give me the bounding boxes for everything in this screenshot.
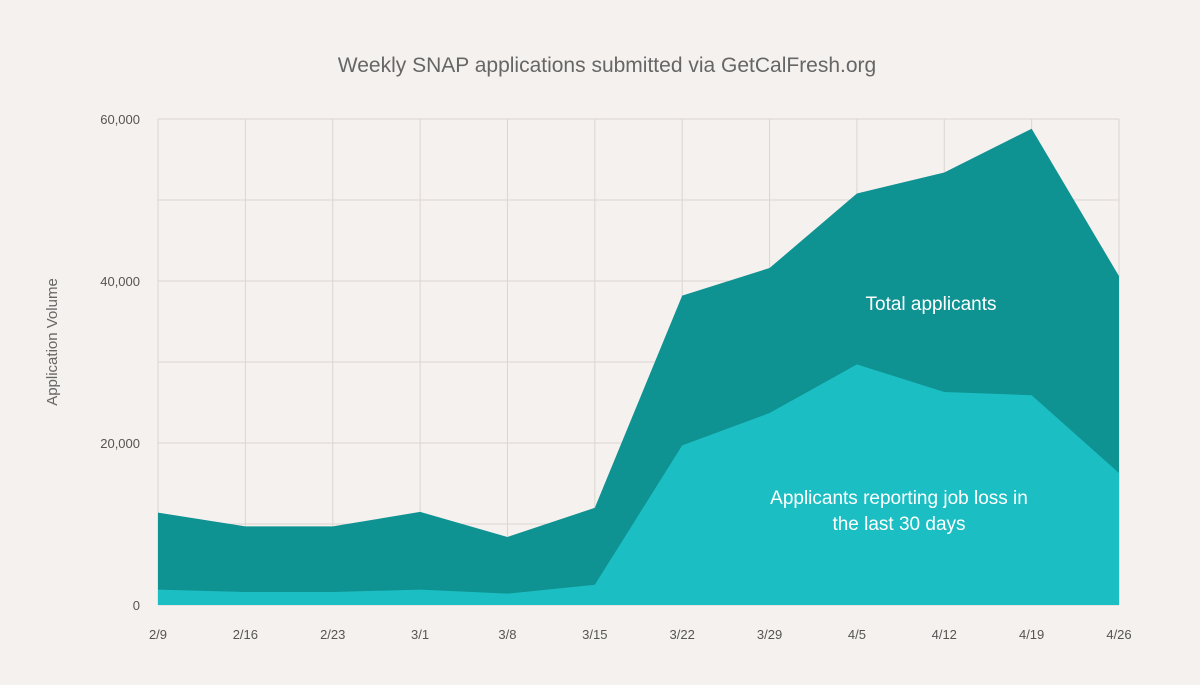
area-series [158, 128, 1119, 605]
y-tick-label: 20,000 [100, 436, 140, 451]
x-tick-label: 2/23 [320, 627, 345, 642]
annotation-total-applicants: Total applicants [866, 294, 997, 315]
x-tick-label: 3/29 [757, 627, 782, 642]
x-axis-ticks: 2/9 2/16 2/23 3/1 3/8 3/15 3/22 3/29 4/5 4/12 4/19… [149, 627, 1132, 642]
y-tick-label: 40,000 [100, 274, 140, 289]
x-tick-label: 3/1 [411, 627, 429, 642]
x-tick-label: 4/26 [1106, 627, 1131, 642]
x-tick-label: 4/5 [848, 627, 866, 642]
area-job-loss-applicants [158, 364, 1119, 605]
x-tick-label: 3/8 [498, 627, 516, 642]
x-tick-label: 4/12 [932, 627, 957, 642]
y-axis-label: Application Volume [44, 278, 61, 406]
y-tick-label: 0 [133, 598, 140, 613]
y-tick-label: 60,000 [100, 112, 140, 127]
annotations: Total applicants Applicants reporting jo… [770, 294, 1028, 535]
x-tick-label: 3/15 [582, 627, 607, 642]
annotation-job-loss-line-2: the last 30 days [832, 514, 965, 535]
chart-title: Weekly SNAP applications submitted via G… [338, 54, 876, 77]
annotation-job-loss-line-1: Applicants reporting job loss in [770, 488, 1028, 509]
x-tick-label: 4/19 [1019, 627, 1044, 642]
y-axis-ticks: 0 20,000 40,000 60,000 [100, 112, 140, 613]
x-tick-label: 2/9 [149, 627, 167, 642]
x-tick-label: 3/22 [670, 627, 695, 642]
x-tick-label: 2/16 [233, 627, 258, 642]
